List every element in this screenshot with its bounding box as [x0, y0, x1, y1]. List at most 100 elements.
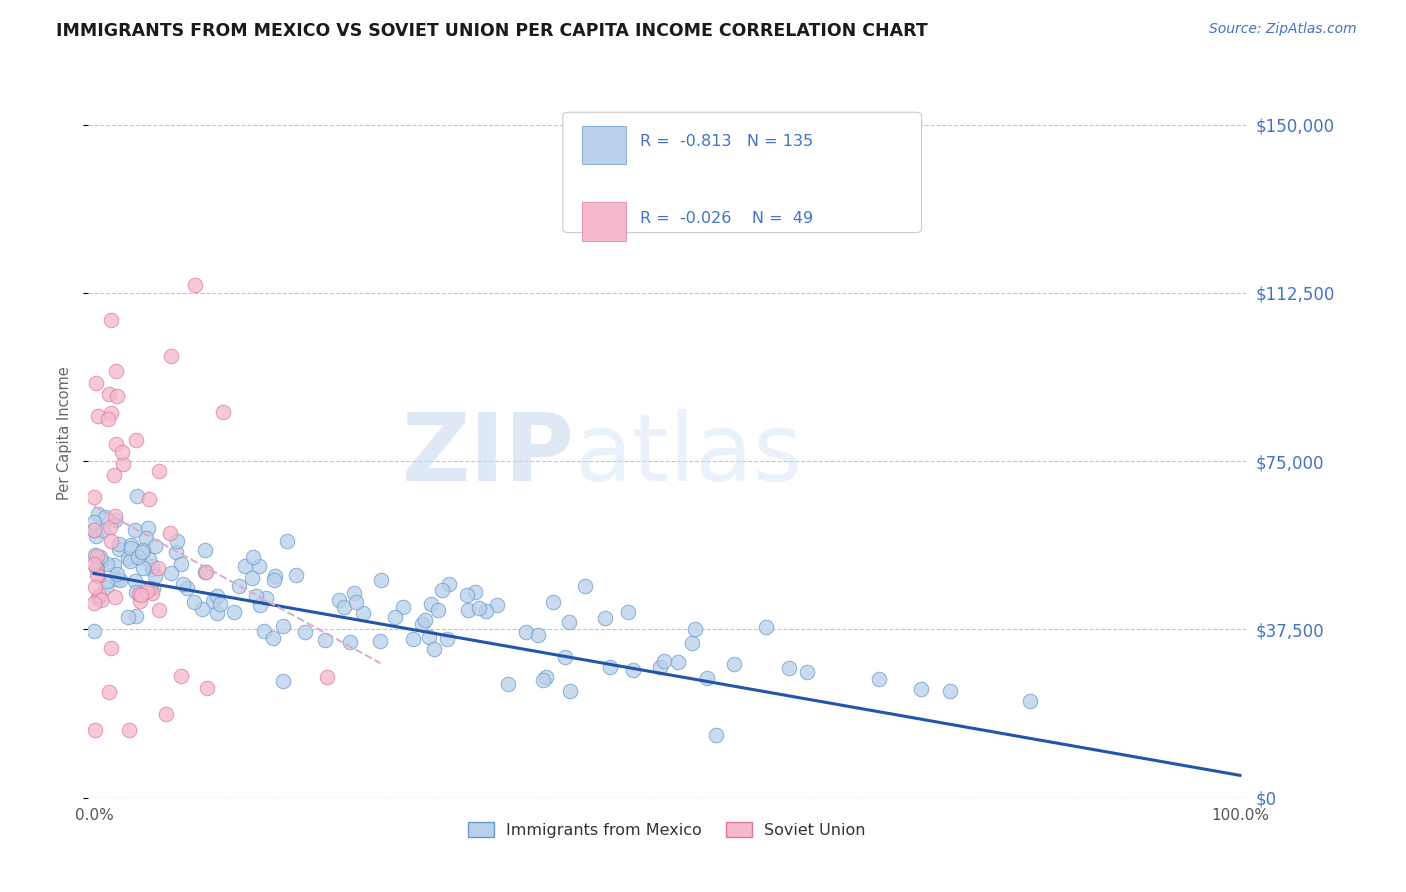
Point: [90, 592, 112, 607]
Text: IMMIGRANTS FROM MEXICO VS SOVIET UNION PER CAPITA INCOME CORRELATION CHART: IMMIGRANTS FROM MEXICO VS SOVIET UNION P…: [56, 22, 928, 40]
Point: [617, 605, 640, 619]
Point: [437, 577, 460, 591]
Point: [86, 591, 108, 606]
Point: [128, 549, 150, 564]
Point: [332, 599, 354, 614]
Point: [110, 573, 132, 587]
Point: [202, 594, 225, 608]
Point: [541, 595, 564, 609]
Point: [97, 685, 120, 699]
Point: [117, 610, 139, 624]
Point: [183, 595, 205, 609]
Point: [97, 412, 120, 426]
Point: [650, 660, 672, 674]
Point: [695, 671, 717, 685]
Point: [262, 631, 284, 645]
Point: [328, 592, 350, 607]
Point: [352, 606, 374, 620]
Point: [118, 554, 141, 568]
Point: [128, 587, 150, 601]
Point: [83, 580, 105, 594]
Point: [423, 642, 446, 657]
Point: [107, 573, 129, 587]
Point: [249, 599, 271, 613]
Point: [242, 550, 264, 565]
Point: [264, 569, 287, 583]
Point: [83, 524, 105, 538]
Point: [143, 539, 166, 553]
Point: [125, 489, 148, 503]
Point: [1018, 694, 1040, 708]
Point: [531, 673, 554, 688]
Point: [418, 630, 440, 644]
Point: [436, 632, 458, 646]
Point: [87, 569, 110, 583]
Point: [755, 620, 778, 634]
Point: [574, 579, 596, 593]
Y-axis label: Per Capita Income: Per Capita Income: [58, 367, 72, 500]
Point: [910, 682, 932, 697]
Point: [120, 538, 142, 552]
Point: [89, 549, 111, 564]
Point: [339, 635, 361, 649]
Point: [83, 557, 105, 571]
Point: [271, 619, 294, 633]
Point: [207, 589, 229, 603]
Point: [212, 405, 235, 419]
FancyBboxPatch shape: [562, 112, 921, 233]
Point: [117, 723, 139, 738]
Point: [427, 603, 450, 617]
Point: [104, 513, 127, 527]
Point: [96, 574, 118, 588]
Point: [263, 574, 285, 588]
Point: [104, 590, 127, 604]
Point: [136, 521, 159, 535]
Point: [148, 603, 170, 617]
Point: [314, 633, 336, 648]
Point: [194, 565, 217, 579]
Point: [176, 581, 198, 595]
Point: [103, 558, 125, 573]
Point: [143, 569, 166, 583]
Legend: Immigrants from Mexico, Soviet Union: Immigrants from Mexico, Soviet Union: [461, 815, 872, 845]
Point: [558, 615, 581, 629]
Point: [83, 548, 105, 562]
Point: [148, 464, 170, 478]
Point: [86, 549, 108, 564]
Point: [159, 525, 181, 540]
Bar: [582, 202, 627, 241]
Point: [105, 567, 128, 582]
Point: [464, 585, 486, 599]
Point: [554, 649, 576, 664]
Point: [83, 523, 105, 537]
Point: [485, 598, 508, 612]
Point: [868, 672, 890, 686]
Point: [135, 531, 157, 545]
Point: [86, 529, 108, 543]
Point: [98, 520, 121, 534]
Point: [141, 562, 163, 576]
Point: [668, 655, 690, 669]
Point: [184, 278, 207, 293]
Point: [94, 510, 117, 524]
Point: [120, 541, 142, 556]
Point: [294, 625, 316, 640]
Point: [125, 585, 148, 599]
Point: [284, 568, 307, 582]
Text: atlas: atlas: [574, 409, 803, 501]
Point: [159, 566, 181, 581]
Point: [141, 559, 163, 574]
Point: [86, 568, 108, 582]
Point: [100, 406, 122, 420]
Point: [194, 543, 217, 558]
Point: [939, 683, 962, 698]
Point: [316, 670, 339, 684]
Point: [83, 624, 105, 638]
Point: [723, 657, 745, 671]
Point: [125, 609, 148, 624]
Point: [107, 388, 129, 402]
Point: [343, 586, 366, 600]
Point: [124, 434, 146, 448]
Point: [527, 627, 550, 641]
Text: Source: ZipAtlas.com: Source: ZipAtlas.com: [1209, 22, 1357, 37]
